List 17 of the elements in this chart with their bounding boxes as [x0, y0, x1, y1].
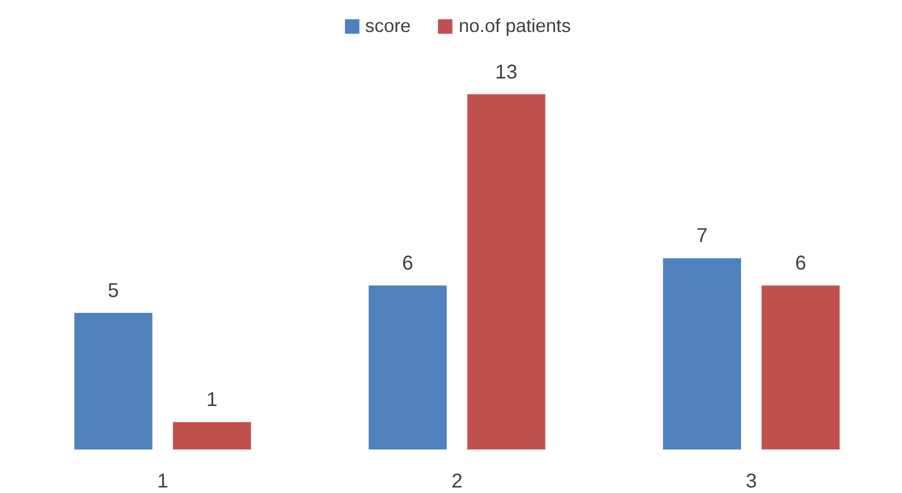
data-label: 1	[206, 389, 218, 412]
x-tick-label: 3	[746, 470, 757, 492]
data-label: 13	[495, 61, 518, 84]
bar	[663, 258, 742, 450]
legend-label: no.of patients	[458, 15, 571, 37]
bar	[172, 422, 251, 450]
data-label: 5	[108, 280, 119, 302]
bar	[74, 312, 152, 450]
data-label: 6	[795, 252, 806, 275]
data-label: 6	[402, 252, 414, 275]
x-tick-label: 2	[451, 470, 463, 492]
data-label: 7	[696, 225, 708, 248]
x-tick-label: 1	[157, 470, 168, 492]
bar	[467, 94, 546, 450]
bar	[762, 286, 840, 450]
bar	[368, 286, 447, 450]
legend-label: score	[365, 15, 411, 37]
